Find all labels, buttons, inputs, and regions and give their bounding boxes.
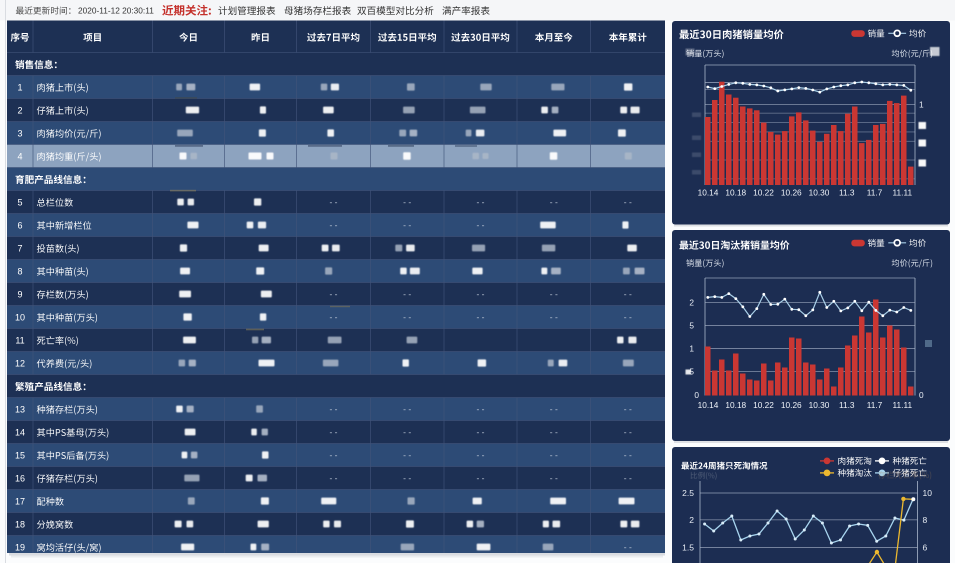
svg-text:11.11: 11.11 xyxy=(893,187,913,197)
svg-text:2: 2 xyxy=(17,106,22,116)
svg-text:10: 10 xyxy=(923,488,933,498)
svg-text:19: 19 xyxy=(15,543,25,553)
svg-text:- -: - - xyxy=(403,220,411,230)
svg-text:- -: - - xyxy=(624,312,632,322)
svg-text:- -: - - xyxy=(329,312,337,322)
svg-text:1: 1 xyxy=(689,343,694,353)
svg-text:- -: - - xyxy=(624,542,632,552)
svg-text:10.18: 10.18 xyxy=(725,187,746,197)
svg-text:8: 8 xyxy=(923,515,928,525)
svg-text:11.3: 11.3 xyxy=(839,400,855,410)
svg-text:10.26: 10.26 xyxy=(781,400,802,410)
svg-text:0: 0 xyxy=(919,390,924,400)
svg-text:1.5: 1.5 xyxy=(682,543,694,553)
svg-text:- -: - - xyxy=(403,197,411,207)
svg-text:- -: - - xyxy=(329,427,337,437)
svg-text:- -: - - xyxy=(550,450,558,460)
svg-text:- -: - - xyxy=(550,197,558,207)
svg-text:- -: - - xyxy=(550,312,558,322)
svg-text:- -: - - xyxy=(329,197,337,207)
svg-text:6: 6 xyxy=(923,543,928,553)
svg-text:18: 18 xyxy=(15,520,25,530)
svg-text:10.30: 10.30 xyxy=(809,187,830,197)
svg-text:- -: - - xyxy=(624,404,632,414)
svg-text:5: 5 xyxy=(689,367,694,377)
svg-text:- -: - - xyxy=(476,312,484,322)
svg-text:- -: - - xyxy=(476,220,484,230)
svg-text:10.30: 10.30 xyxy=(809,400,830,410)
svg-text:17: 17 xyxy=(15,497,25,507)
svg-text:8: 8 xyxy=(17,267,22,277)
svg-text:12: 12 xyxy=(15,359,25,369)
svg-text:10.18: 10.18 xyxy=(725,400,746,410)
svg-text:11: 11 xyxy=(15,336,24,346)
svg-text:14: 14 xyxy=(15,428,25,438)
svg-text:- -: - - xyxy=(624,197,632,207)
svg-text:- -: - - xyxy=(550,427,558,437)
svg-text:- -: - - xyxy=(329,289,337,299)
svg-text:- -: - - xyxy=(403,427,411,437)
svg-text:10.14: 10.14 xyxy=(698,400,719,410)
svg-text:- -: - - xyxy=(624,473,632,483)
svg-text:- -: - - xyxy=(476,427,484,437)
svg-text:- -: - - xyxy=(624,450,632,460)
svg-text:3: 3 xyxy=(17,129,22,139)
svg-text:0: 0 xyxy=(694,390,699,400)
svg-text:2.5: 2.5 xyxy=(682,488,694,498)
svg-text:- -: - - xyxy=(403,473,411,483)
svg-text:1: 1 xyxy=(919,100,924,110)
svg-text:11.3: 11.3 xyxy=(839,187,855,197)
svg-text:10: 10 xyxy=(15,313,25,323)
svg-text:- -: - - xyxy=(329,450,337,460)
svg-text:10.22: 10.22 xyxy=(753,400,774,410)
svg-text:- -: - - xyxy=(476,197,484,207)
svg-text:- -: - - xyxy=(403,289,411,299)
svg-text:16: 16 xyxy=(15,474,25,484)
svg-text:- -: - - xyxy=(329,404,337,414)
svg-text:9: 9 xyxy=(17,290,22,300)
svg-text:6: 6 xyxy=(17,221,22,231)
svg-text:- -: - - xyxy=(476,473,484,483)
svg-text:10.14: 10.14 xyxy=(698,187,719,197)
svg-text:10.22: 10.22 xyxy=(753,187,774,197)
svg-text:- -: - - xyxy=(550,473,558,483)
svg-text:11.7: 11.7 xyxy=(867,400,883,410)
svg-text:4: 4 xyxy=(17,152,22,162)
svg-text:- -: - - xyxy=(624,427,632,437)
svg-text:5: 5 xyxy=(17,198,22,208)
svg-text:5: 5 xyxy=(689,320,694,330)
svg-text:2: 2 xyxy=(689,297,694,307)
svg-text:11.7: 11.7 xyxy=(867,187,883,197)
svg-text:15: 15 xyxy=(15,451,25,461)
svg-text:10.26: 10.26 xyxy=(781,187,802,197)
svg-text:- -: - - xyxy=(329,220,337,230)
svg-text:- -: - - xyxy=(624,289,632,299)
svg-text:- -: - - xyxy=(550,404,558,414)
svg-text:11.11: 11.11 xyxy=(893,400,913,410)
svg-text:7: 7 xyxy=(17,244,22,254)
svg-text:2020-11-12 20:30:11: 2020-11-12 20:30:11 xyxy=(78,6,154,16)
svg-text:- -: - - xyxy=(476,404,484,414)
svg-text:- -: - - xyxy=(329,473,337,483)
svg-text:- -: - - xyxy=(550,289,558,299)
svg-text:- -: - - xyxy=(403,450,411,460)
svg-text:13: 13 xyxy=(15,405,25,415)
svg-text:1: 1 xyxy=(17,83,22,93)
svg-text:- -: - - xyxy=(476,450,484,460)
svg-text:- -: - - xyxy=(403,404,411,414)
svg-text:- -: - - xyxy=(476,289,484,299)
svg-text:2: 2 xyxy=(689,515,694,525)
svg-text:- -: - - xyxy=(403,312,411,322)
